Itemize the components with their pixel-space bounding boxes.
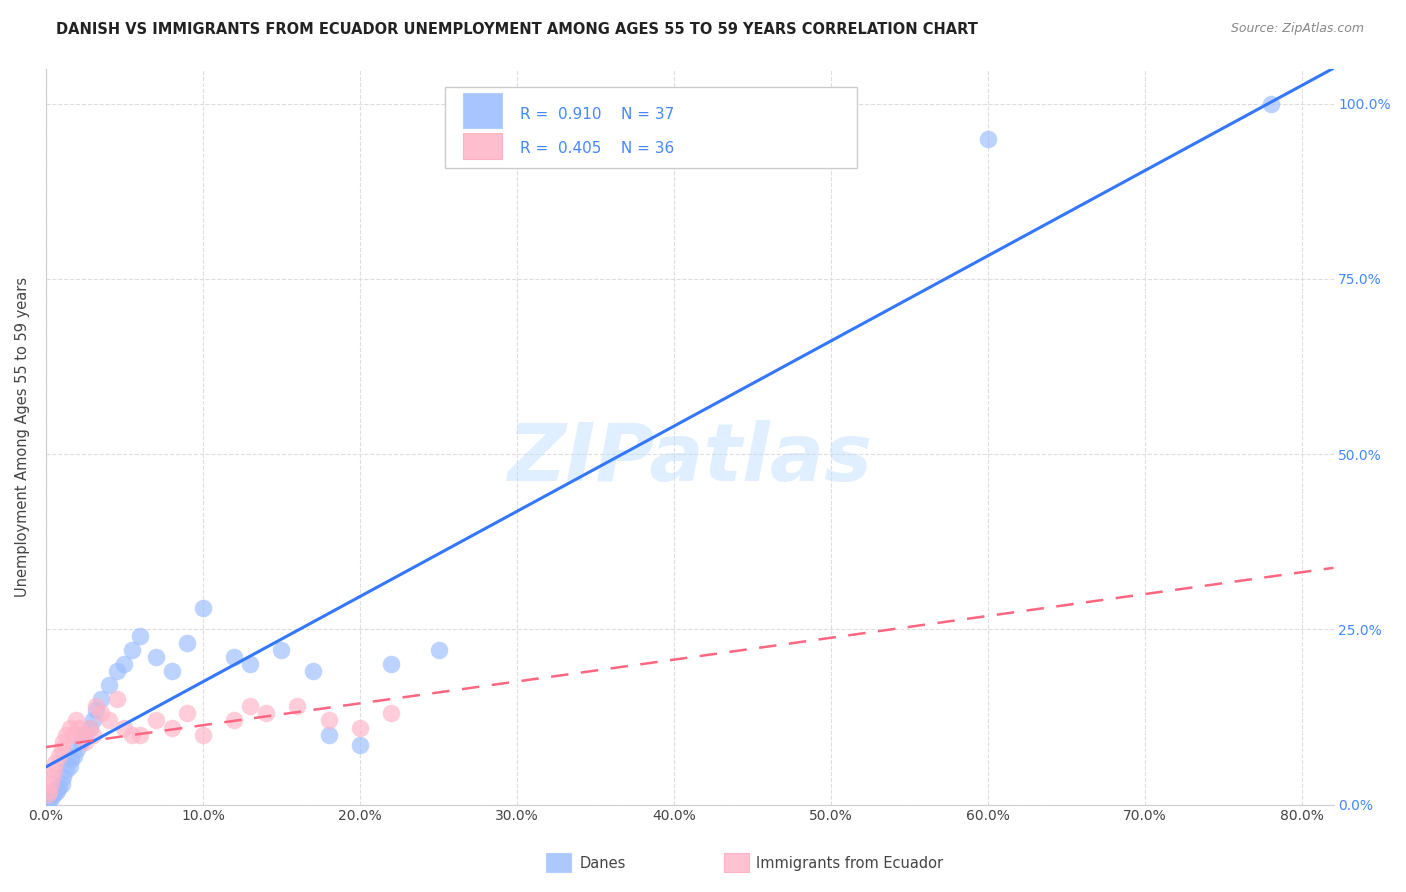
Point bbox=[114, 657, 136, 672]
Point bbox=[129, 727, 152, 741]
Point bbox=[349, 721, 371, 735]
Point bbox=[62, 727, 84, 741]
Point bbox=[79, 721, 101, 735]
Point bbox=[58, 721, 80, 735]
Point bbox=[176, 636, 198, 650]
Point bbox=[38, 783, 60, 797]
Point bbox=[105, 665, 128, 679]
Point bbox=[176, 706, 198, 721]
Point bbox=[70, 727, 93, 741]
Point bbox=[224, 714, 246, 728]
Point bbox=[380, 657, 402, 672]
Point bbox=[42, 763, 65, 777]
Point bbox=[380, 706, 402, 721]
Point bbox=[977, 131, 1000, 145]
Text: R =  0.405    N = 36: R = 0.405 N = 36 bbox=[520, 141, 673, 155]
Point bbox=[82, 727, 104, 741]
Point bbox=[82, 714, 104, 728]
FancyBboxPatch shape bbox=[463, 133, 502, 159]
Text: Immigrants from Ecuador: Immigrants from Ecuador bbox=[756, 855, 943, 871]
Point bbox=[160, 665, 183, 679]
Point bbox=[191, 727, 214, 741]
Point bbox=[63, 748, 86, 763]
Point bbox=[42, 787, 65, 801]
FancyBboxPatch shape bbox=[463, 93, 502, 128]
Point bbox=[41, 770, 63, 784]
Point bbox=[51, 776, 73, 790]
Point bbox=[69, 734, 91, 748]
Point bbox=[48, 780, 70, 794]
Point bbox=[75, 734, 97, 748]
Point bbox=[48, 748, 70, 763]
Y-axis label: Unemployment Among Ages 55 to 59 years: Unemployment Among Ages 55 to 59 years bbox=[15, 277, 30, 597]
Point bbox=[318, 714, 340, 728]
Point bbox=[90, 706, 112, 721]
Point bbox=[55, 727, 77, 741]
Point bbox=[302, 665, 325, 679]
Point bbox=[37, 787, 59, 801]
Point bbox=[67, 721, 90, 735]
Text: Source: ZipAtlas.com: Source: ZipAtlas.com bbox=[1230, 22, 1364, 36]
Point bbox=[46, 783, 69, 797]
Text: ZIPatlas: ZIPatlas bbox=[508, 419, 872, 498]
Point bbox=[84, 699, 107, 714]
FancyBboxPatch shape bbox=[446, 87, 858, 168]
Point bbox=[97, 714, 120, 728]
Text: DANISH VS IMMIGRANTS FROM ECUADOR UNEMPLOYMENT AMONG AGES 55 TO 59 YEARS CORRELA: DANISH VS IMMIGRANTS FROM ECUADOR UNEMPL… bbox=[56, 22, 979, 37]
Point bbox=[191, 601, 214, 615]
Point bbox=[38, 794, 60, 808]
Point bbox=[52, 734, 75, 748]
Point bbox=[129, 629, 152, 643]
Point bbox=[97, 678, 120, 692]
Point bbox=[160, 721, 183, 735]
Point bbox=[270, 643, 292, 657]
Point bbox=[349, 738, 371, 752]
Text: Danes: Danes bbox=[579, 855, 626, 871]
Point bbox=[318, 727, 340, 741]
Text: R =  0.910    N = 37: R = 0.910 N = 37 bbox=[520, 107, 673, 122]
Point bbox=[121, 643, 143, 657]
Point bbox=[44, 756, 66, 770]
Point bbox=[239, 699, 262, 714]
Point bbox=[224, 650, 246, 665]
Point bbox=[39, 790, 62, 805]
Point bbox=[90, 692, 112, 706]
Point bbox=[65, 714, 87, 728]
Point bbox=[285, 699, 308, 714]
Point bbox=[39, 776, 62, 790]
Point bbox=[1260, 96, 1282, 111]
Point bbox=[75, 727, 97, 741]
Point bbox=[121, 727, 143, 741]
Point bbox=[145, 650, 167, 665]
Point bbox=[66, 741, 89, 756]
Point bbox=[84, 703, 107, 717]
Point bbox=[254, 706, 277, 721]
Point bbox=[145, 714, 167, 728]
Point bbox=[51, 741, 73, 756]
Point bbox=[58, 759, 80, 773]
Point bbox=[79, 721, 101, 735]
Point bbox=[239, 657, 262, 672]
Point bbox=[52, 770, 75, 784]
Point bbox=[427, 643, 450, 657]
Point bbox=[60, 752, 83, 766]
Point bbox=[55, 763, 77, 777]
Point bbox=[114, 721, 136, 735]
Point bbox=[105, 692, 128, 706]
